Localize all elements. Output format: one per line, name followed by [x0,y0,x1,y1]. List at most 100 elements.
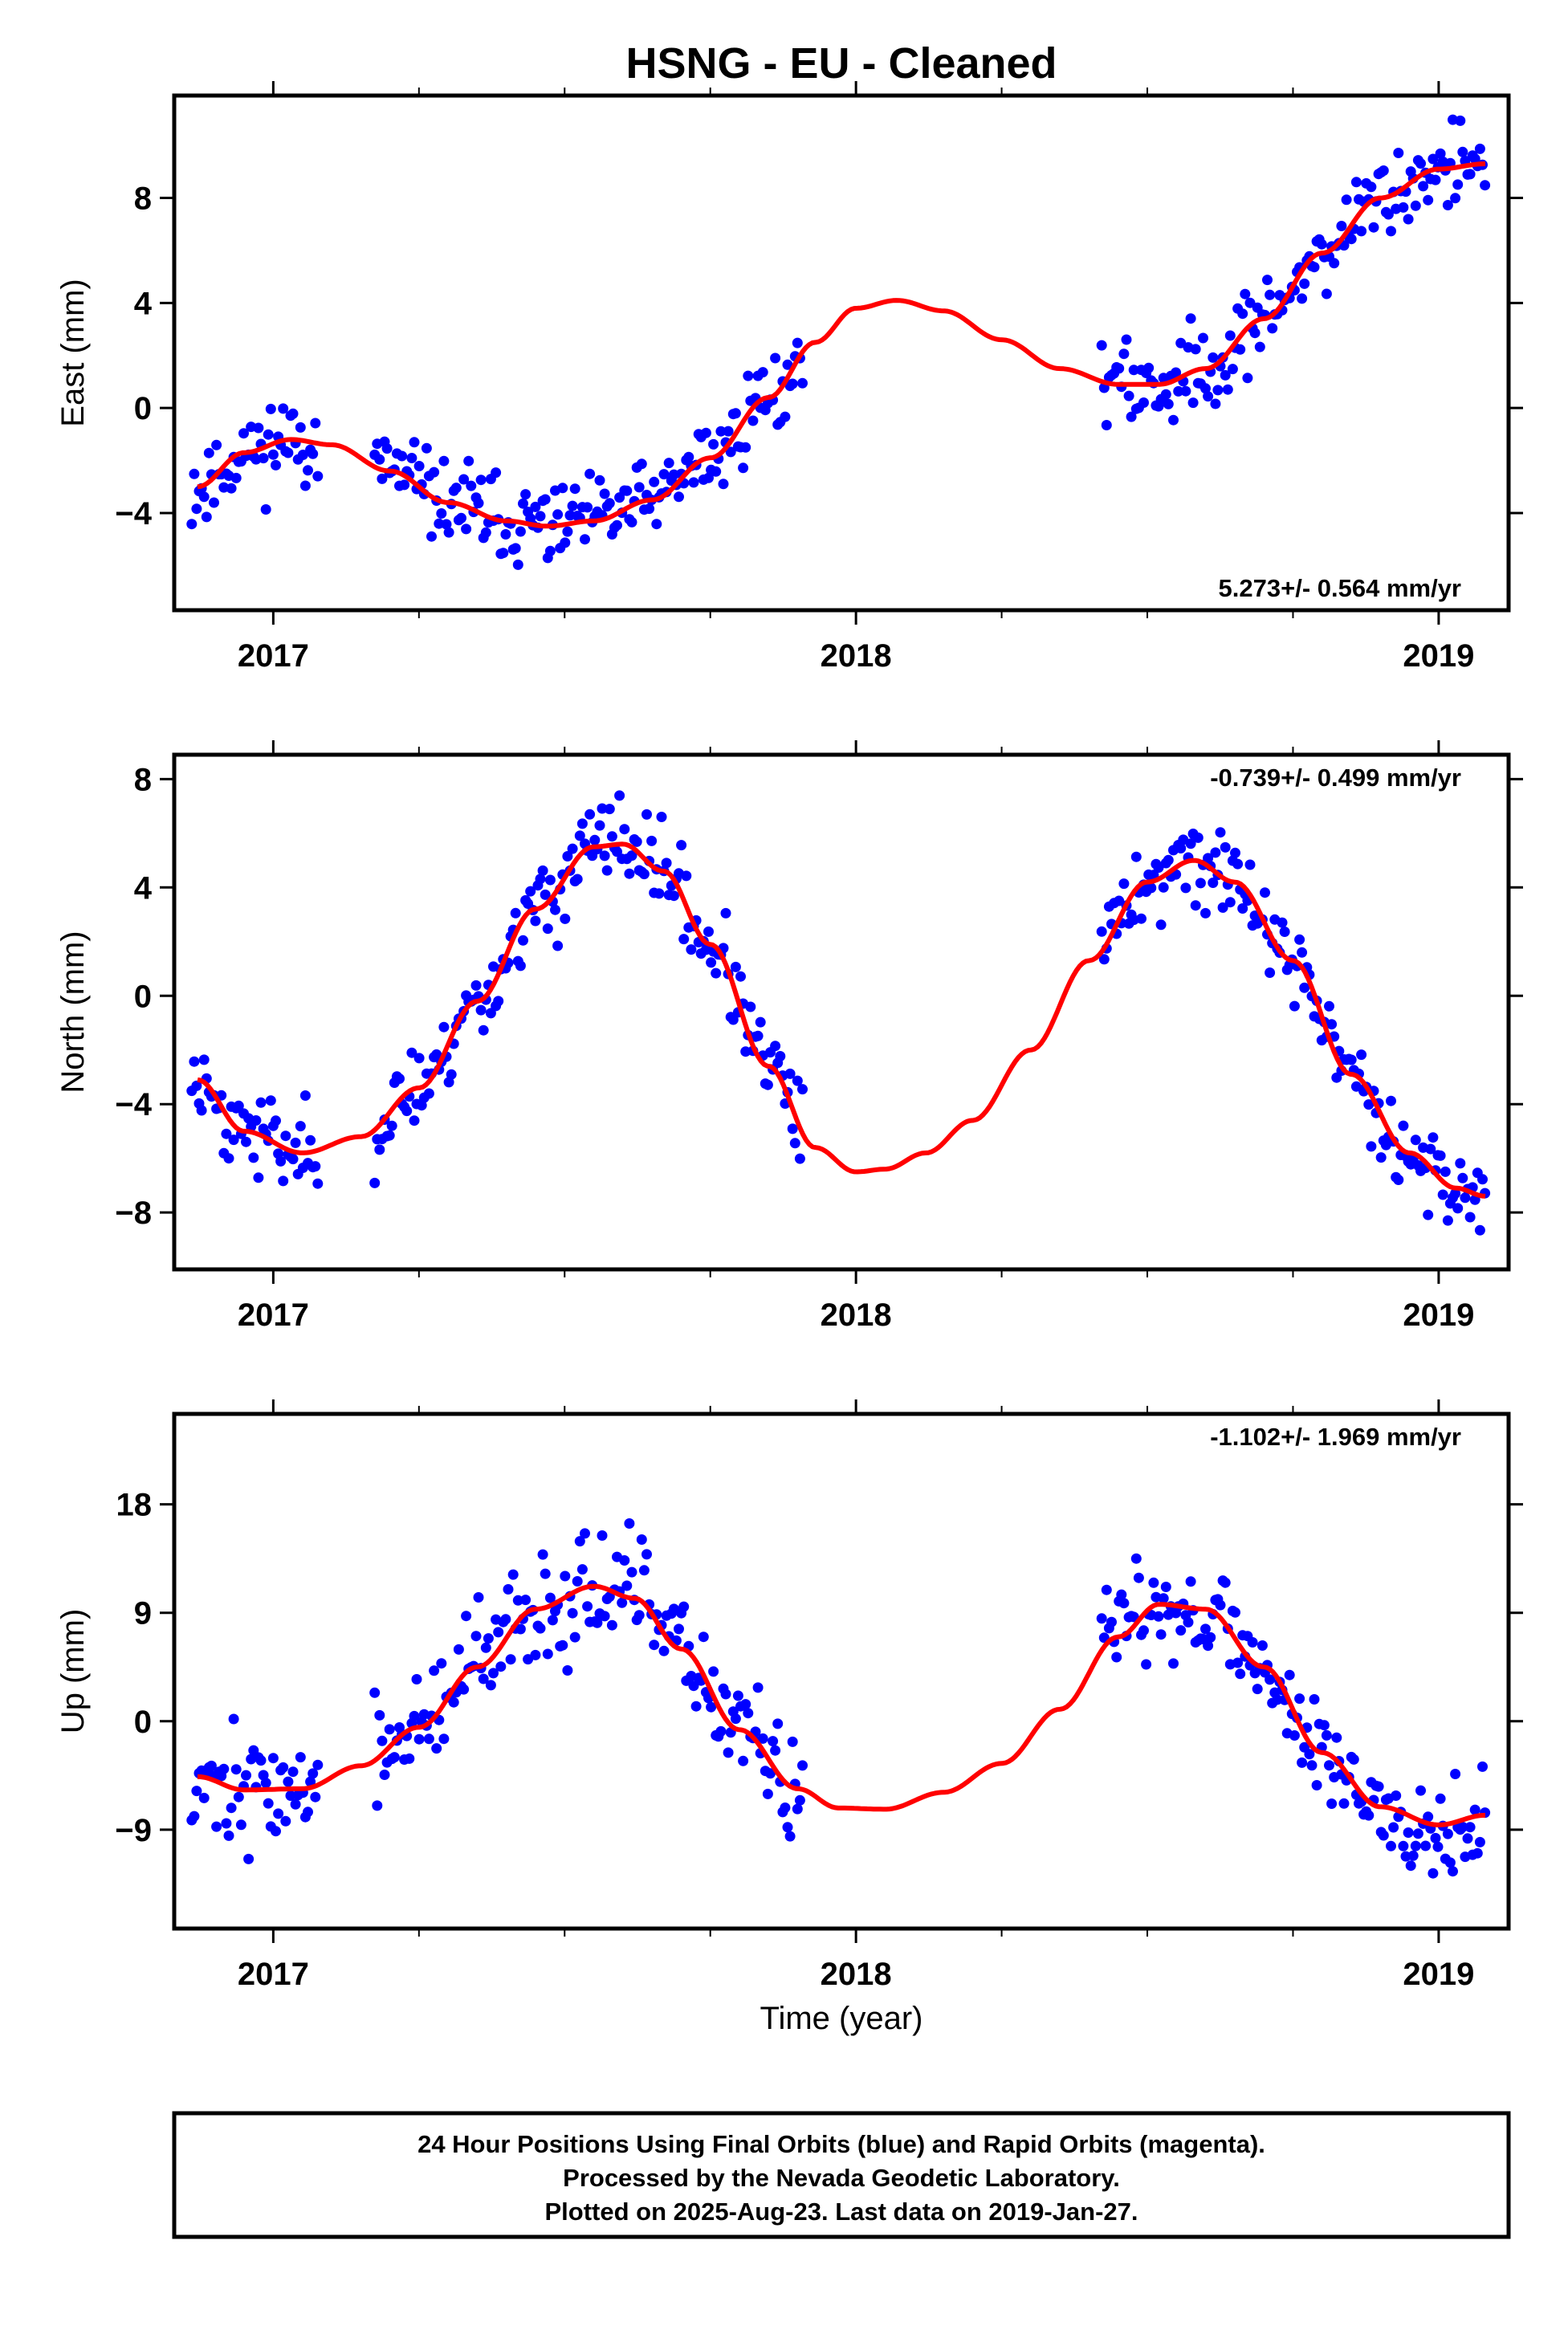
east-data-point [738,462,749,474]
east-data-point [730,408,741,419]
east-data-point [198,491,210,503]
up-data-point [1183,1617,1194,1627]
east-data-point [436,508,447,519]
east-data-point [406,453,417,463]
up-data-point [473,1592,484,1603]
up-data-point [198,1792,210,1803]
east-data-point [258,453,269,464]
east-data-point [557,483,568,494]
north-data-point [1210,847,1221,858]
north-data-point [711,967,722,979]
north-data-point [470,980,482,991]
east-fit-curve [197,161,1486,529]
up-data-point [189,1811,200,1822]
north-data-point [638,869,650,880]
east-data-point [621,485,633,496]
up-data-point [1200,1623,1211,1635]
north-data-point [720,907,731,919]
east-data-point [1418,181,1429,192]
east-data-point [1212,385,1224,396]
east-data-point [792,337,803,348]
up-data-point [1462,1833,1473,1844]
east-data-point [458,474,470,485]
up-data-point [574,1536,585,1547]
north-data-point [1130,851,1142,862]
north-data-point [775,1051,786,1061]
east-data-point [797,377,808,389]
north-data-point [1363,1099,1375,1110]
up-data-point [1175,1625,1187,1636]
north-data-point [1208,878,1219,888]
north-data-point [1375,1152,1387,1163]
north-data-point [1346,1054,1357,1065]
north-x-tick-label: 2019 [1403,1297,1474,1333]
east-data-point [1244,297,1256,308]
up-data-point [1373,1781,1384,1792]
east-data-point [381,443,393,454]
up-data-point [267,1753,279,1764]
up-data-point [1232,1657,1244,1668]
figure-title: HSNG - EU - Cleaned [625,39,1057,88]
up-fit-curve [197,1583,1486,1827]
north-data-point [310,1161,321,1172]
up-data-point [624,1518,635,1529]
east-data-point [1427,153,1439,165]
up-data-point [461,1611,472,1622]
up-data-point [706,1701,717,1713]
up-data-point [1230,1607,1240,1618]
up-data-point [1420,1840,1432,1851]
east-data-point [540,494,551,505]
up-data-point [500,1614,511,1625]
up-data-point [493,1627,504,1638]
east-data-point [450,483,462,494]
east-data-point [1118,348,1130,360]
up-data-point [1155,1629,1167,1640]
north-data-point [446,1069,457,1080]
up-data-point [1118,1598,1130,1609]
up-data-point [483,1633,494,1644]
north-data-point [271,1115,281,1126]
east-data-point [461,523,472,535]
up-data-point [241,1770,251,1781]
up-data-point [1304,1749,1315,1760]
note-box [172,2111,1511,2239]
north-data-point [1452,1203,1464,1214]
east-data-point [438,455,450,466]
up-data-point [1321,1729,1332,1741]
east-data-point [1455,115,1466,126]
east-data-point [1126,411,1137,422]
east-data-point [1474,143,1485,154]
north-data-point [413,1053,425,1064]
up-data-point [1435,1793,1446,1804]
east-data-point [1168,414,1179,426]
up-data-point [1284,1669,1295,1680]
east-data-point [230,472,242,483]
north-data-point [233,1100,244,1111]
north-data-point [250,1115,262,1126]
east-data-point [263,429,274,440]
east-data-point [723,426,734,437]
up-data-point [792,1803,803,1815]
north-data-point [1450,1188,1461,1199]
east-plot-frame [172,93,1511,613]
up-data-point [512,1595,523,1606]
east-data-point [1173,385,1184,397]
up-data-point [260,1778,271,1789]
up-data-point [1474,1836,1485,1847]
up-data-point [1388,1822,1399,1833]
up-data-point [411,1674,422,1684]
north-data-point [1224,897,1236,908]
north-data-point [1114,895,1125,906]
north-data-point [1185,838,1196,849]
up-data-point [678,1601,690,1612]
east-data-point [1393,148,1404,158]
east-data-point [757,367,768,378]
east-data-point [1366,181,1377,193]
up-data-point [1294,1693,1305,1705]
east-y-tick-label: 4 [134,286,153,321]
up-y-tick-label: 0 [134,1705,152,1740]
north-data-point [540,889,551,900]
east-data-point [1190,344,1201,355]
east-data-point [1128,365,1139,376]
up-y-tick-label: 18 [116,1488,153,1523]
